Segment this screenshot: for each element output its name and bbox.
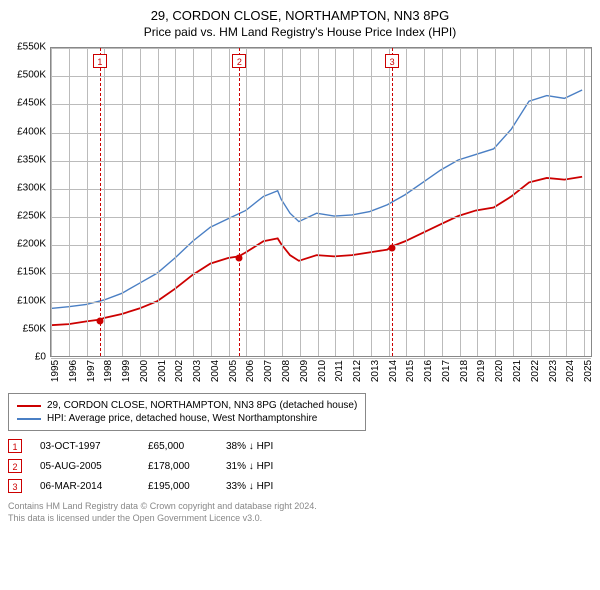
x-tick-label: 2025 — [583, 360, 594, 382]
x-tick-label: 1995 — [50, 360, 61, 382]
y-tick-label: £200K — [17, 239, 46, 250]
y-tick-label: £100K — [17, 295, 46, 306]
x-tick-label: 2001 — [157, 360, 168, 382]
x-tick-label: 1997 — [86, 360, 97, 382]
x-tick-label: 2014 — [388, 360, 399, 382]
legend-item: 29, CORDON CLOSE, NORTHAMPTON, NN3 8PG (… — [17, 400, 357, 411]
y-tick-label: £50K — [23, 323, 46, 334]
sales-table: 1 03-OCT-1997 £65,000 38% ↓ HPI 2 05-AUG-2005… — [8, 439, 592, 493]
x-tick-label: 2004 — [210, 360, 221, 382]
y-tick-label: £250K — [17, 211, 46, 222]
y-tick-label: £150K — [17, 267, 46, 278]
sale-marker-line — [392, 48, 393, 356]
y-tick-label: £550K — [17, 42, 46, 53]
legend: 29, CORDON CLOSE, NORTHAMPTON, NN3 8PG (… — [8, 393, 366, 431]
x-tick-label: 2023 — [548, 360, 559, 382]
sale-marker-dot — [236, 254, 243, 261]
x-tick-label: 2020 — [494, 360, 505, 382]
legend-item: HPI: Average price, detached house, West… — [17, 413, 357, 424]
sale-number-box: 2 — [8, 459, 22, 473]
x-tick-label: 2013 — [370, 360, 381, 382]
sale-marker-line — [100, 48, 101, 356]
x-tick-label: 2011 — [334, 360, 345, 382]
page-title: 29, CORDON CLOSE, NORTHAMPTON, NN3 8PG — [8, 8, 592, 23]
sale-date: 03-OCT-1997 — [40, 441, 130, 452]
page-subtitle: Price paid vs. HM Land Registry's House … — [8, 25, 592, 39]
x-tick-label: 2012 — [352, 360, 363, 382]
x-tick-label: 2002 — [174, 360, 185, 382]
sale-number-box: 3 — [8, 479, 22, 493]
sale-price: £65,000 — [148, 441, 208, 452]
price-chart: £0 £50K £100K £150K £200K £250K £300K £350K £400… — [8, 47, 592, 387]
sale-number-box: 1 — [8, 439, 22, 453]
x-tick-label: 2015 — [405, 360, 416, 382]
y-tick-label: £350K — [17, 154, 46, 165]
x-tick-label: 2005 — [228, 360, 239, 382]
sale-row: 3 06-MAR-2014 £195,000 33% ↓ HPI — [8, 479, 592, 493]
x-tick-label: 2019 — [476, 360, 487, 382]
sale-marker-dot — [389, 245, 396, 252]
sale-price: £178,000 — [148, 461, 208, 472]
x-tick-label: 2003 — [192, 360, 203, 382]
sale-marker-box: 3 — [385, 54, 399, 68]
legend-label: HPI: Average price, detached house, West… — [47, 413, 317, 424]
y-tick-label: £400K — [17, 126, 46, 137]
y-tick-label: £450K — [17, 98, 46, 109]
sale-hpi-diff: 31% ↓ HPI — [226, 461, 273, 472]
legend-swatch — [17, 405, 41, 407]
x-tick-label: 2009 — [299, 360, 310, 382]
y-tick-label: £300K — [17, 182, 46, 193]
x-tick-label: 2018 — [459, 360, 470, 382]
x-tick-label: 1999 — [121, 360, 132, 382]
sale-date: 05-AUG-2005 — [40, 461, 130, 472]
footer-line: Contains HM Land Registry data © Crown c… — [8, 501, 592, 513]
x-tick-label: 2021 — [512, 360, 523, 382]
sale-row: 1 03-OCT-1997 £65,000 38% ↓ HPI — [8, 439, 592, 453]
x-tick-label: 2016 — [423, 360, 434, 382]
x-tick-label: 2008 — [281, 360, 292, 382]
sale-hpi-diff: 33% ↓ HPI — [226, 481, 273, 492]
plot-area: 1 2 3 — [50, 47, 592, 357]
sale-marker-line — [239, 48, 240, 356]
x-tick-label: 2024 — [565, 360, 576, 382]
footer-attribution: Contains HM Land Registry data © Crown c… — [8, 501, 592, 524]
sale-hpi-diff: 38% ↓ HPI — [226, 441, 273, 452]
y-tick-label: £500K — [17, 70, 46, 81]
legend-swatch — [17, 418, 41, 420]
x-tick-label: 2000 — [139, 360, 150, 382]
legend-label: 29, CORDON CLOSE, NORTHAMPTON, NN3 8PG (… — [47, 400, 357, 411]
x-tick-label: 2022 — [530, 360, 541, 382]
sale-price: £195,000 — [148, 481, 208, 492]
x-tick-label: 2006 — [245, 360, 256, 382]
sale-marker-dot — [96, 318, 103, 325]
x-tick-label: 1998 — [103, 360, 114, 382]
y-tick-label: £0 — [35, 352, 46, 363]
sale-marker-box: 1 — [93, 54, 107, 68]
sale-marker-box: 2 — [232, 54, 246, 68]
x-tick-label: 2010 — [317, 360, 328, 382]
y-axis: £0£50K£100K£150K£200K£250K£300K£350K£400… — [8, 47, 50, 357]
sale-row: 2 05-AUG-2005 £178,000 31% ↓ HPI — [8, 459, 592, 473]
x-tick-label: 1996 — [68, 360, 79, 382]
sale-date: 06-MAR-2014 — [40, 481, 130, 492]
x-tick-label: 2017 — [441, 360, 452, 382]
x-tick-label: 2007 — [263, 360, 274, 382]
x-axis: 1995 1996 1997 1998 1999 2000 2001 2002 2003 2004… — [50, 357, 592, 387]
footer-line: This data is licensed under the Open Gov… — [8, 513, 592, 525]
